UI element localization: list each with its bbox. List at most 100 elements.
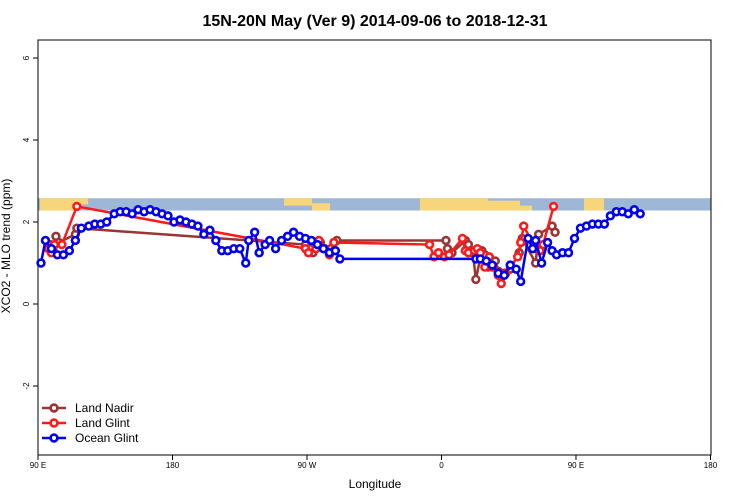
data-point <box>629 205 639 215</box>
legend-marker <box>49 433 59 443</box>
data-point <box>254 248 264 258</box>
data-point <box>335 254 345 264</box>
data-point <box>235 243 245 254</box>
data-point <box>306 235 317 246</box>
legend-item: Land Nadir <box>42 401 134 415</box>
y-tick-label: 2 <box>22 219 31 224</box>
x-tick-label: 180 <box>166 461 180 470</box>
y-tick-label: 6 <box>22 55 31 60</box>
data-point <box>270 243 281 254</box>
data-point <box>205 225 215 235</box>
data-point <box>64 246 75 256</box>
chart-title: 15N-20N May (Ver 9) 2014-09-06 to 2018-1… <box>202 13 547 30</box>
data-point <box>433 248 444 258</box>
y-tick-label: 4 <box>22 137 31 142</box>
x-axis-label: Longitude <box>349 477 402 491</box>
x-tick-label: 90 E <box>30 461 46 470</box>
data-point <box>605 211 616 221</box>
data-point <box>563 248 574 258</box>
data-point <box>70 235 81 246</box>
x-tick-label: 90 W <box>298 461 317 470</box>
data-point <box>542 237 553 248</box>
legend-label: Land Glint <box>75 416 130 430</box>
data-point <box>330 246 341 256</box>
data-point <box>487 260 497 270</box>
legend-label: Ocean Glint <box>75 431 139 445</box>
data-point <box>329 237 339 248</box>
land-patch <box>40 198 78 211</box>
data-point <box>102 217 112 227</box>
data-point <box>276 235 287 246</box>
land-patch <box>78 198 88 205</box>
data-point <box>523 233 533 244</box>
data-point <box>515 237 526 248</box>
data-point <box>211 235 221 246</box>
data-point <box>536 258 547 268</box>
data-point <box>457 233 468 244</box>
plot-border <box>37 39 712 456</box>
legend-label: Land Nadir <box>75 401 134 415</box>
land-patch <box>312 203 330 211</box>
data-point <box>58 250 69 260</box>
data-point <box>623 209 633 219</box>
x-tick-label: 0 <box>439 461 444 470</box>
data-point <box>481 256 492 266</box>
data-point <box>569 233 580 244</box>
series-layer <box>36 201 645 289</box>
data-point <box>264 235 275 246</box>
data-point <box>515 276 526 287</box>
data-point <box>513 252 523 262</box>
data-point <box>72 201 82 212</box>
land-patch <box>584 198 604 211</box>
data-point <box>288 227 299 237</box>
data-point <box>303 248 314 258</box>
y-axis: -2 0 2 4 6 <box>22 55 38 390</box>
data-point <box>550 227 560 237</box>
land-patch <box>520 205 532 211</box>
data-point <box>244 235 254 246</box>
y-tick-label: -2 <box>22 382 31 390</box>
data-point <box>599 219 610 229</box>
y-axis-label: XCO2 - MLO trend (ppm) <box>0 179 13 314</box>
data-point <box>249 227 260 237</box>
plot-frame <box>37 39 712 456</box>
data-point <box>312 239 323 250</box>
land-map-strip <box>38 198 711 211</box>
data-point <box>518 221 529 231</box>
data-point <box>127 209 137 219</box>
data-point <box>441 235 451 246</box>
data-point <box>318 243 329 254</box>
data-point <box>40 235 51 246</box>
data-point <box>444 250 454 260</box>
x-tick-label: 90 E <box>568 461 584 470</box>
y-tick-label: 0 <box>22 301 31 306</box>
data-point <box>527 243 538 254</box>
land-patch <box>488 200 520 211</box>
legend-item: Ocean Glint <box>42 431 139 445</box>
series-ocean-glint <box>36 205 645 287</box>
legend-marker <box>49 403 59 413</box>
data-point <box>499 270 509 280</box>
legend-item: Land Glint <box>42 416 130 430</box>
data-point <box>76 223 87 233</box>
x-axis: 90 E 180 90 W 0 90 E 180 <box>30 455 718 470</box>
ocean-band <box>38 198 711 211</box>
data-point <box>530 235 541 246</box>
data-point <box>46 243 57 254</box>
data-point <box>424 239 435 250</box>
data-point <box>163 211 173 221</box>
land-patch <box>420 198 488 211</box>
data-point <box>511 264 521 274</box>
data-point <box>282 231 293 242</box>
data-point <box>505 260 515 270</box>
data-point <box>36 258 46 268</box>
data-point <box>496 278 506 289</box>
data-point <box>199 229 209 240</box>
data-point <box>193 221 203 231</box>
data-point <box>471 274 481 285</box>
legend-marker <box>49 418 59 428</box>
land-patch <box>284 198 312 206</box>
x-tick-label: 180 <box>704 461 718 470</box>
